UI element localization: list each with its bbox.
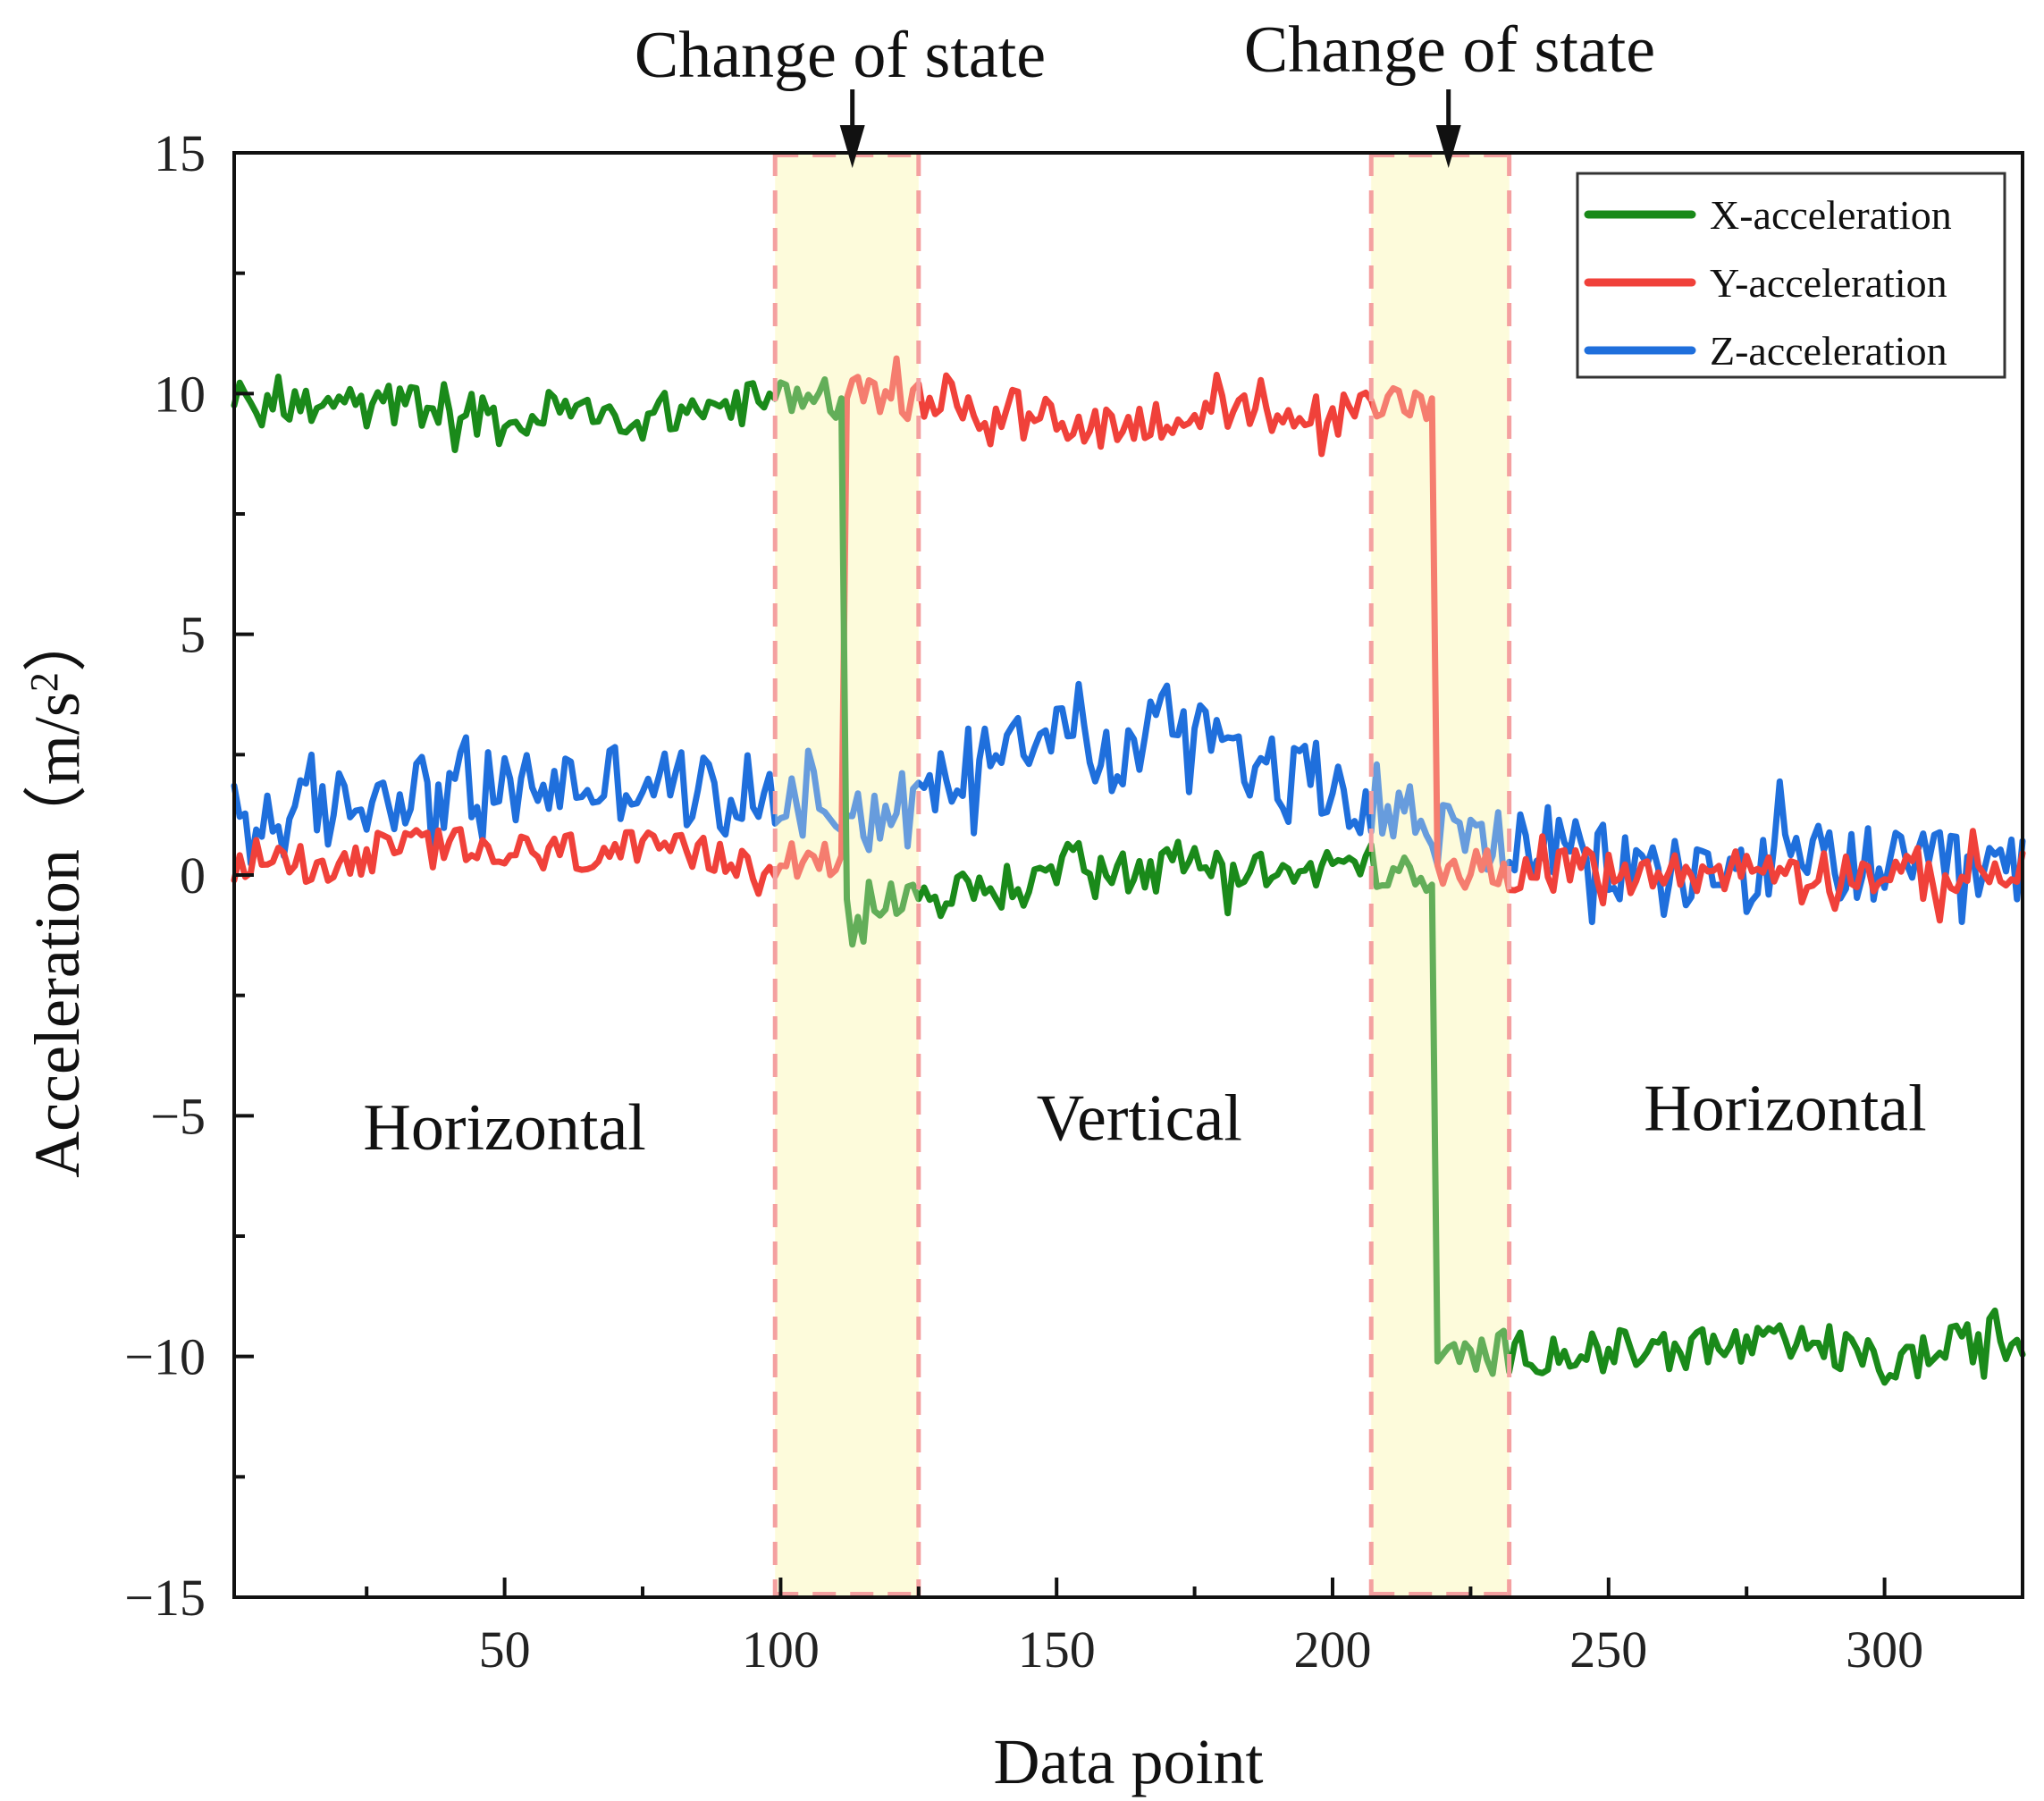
region-labels: Horizontal Vertical Horizontal bbox=[363, 1072, 1926, 1165]
annotation-arrow-head-2 bbox=[1435, 125, 1461, 168]
highlight-band-tint-2 bbox=[1371, 153, 1510, 1597]
annotation-label-1: Change of state bbox=[635, 19, 1046, 92]
region-label-1: Horizontal bbox=[363, 1091, 645, 1165]
x-tick-label: 300 bbox=[1846, 1620, 1923, 1679]
series-line-y-acceleration bbox=[231, 355, 2026, 924]
annotation-label-2: Change of state bbox=[1244, 13, 1655, 87]
x-tick-label: 50 bbox=[479, 1620, 531, 1679]
x-tick-label: 100 bbox=[742, 1620, 820, 1679]
annotations: Change of state Change of state bbox=[635, 13, 1655, 168]
highlight-band-overlays bbox=[772, 153, 1512, 1597]
annotation-arrow-head-1 bbox=[839, 125, 865, 168]
y-tick-label: −5 bbox=[150, 1087, 206, 1145]
legend-box bbox=[1576, 172, 2006, 379]
legend-label-1: X-acceleration bbox=[1710, 192, 1952, 238]
series-lines bbox=[231, 355, 2026, 1386]
x-tick-label: 200 bbox=[1294, 1620, 1372, 1679]
y-axis-title: Acceleration（m/s2） bbox=[21, 608, 93, 1178]
axis-ticks: 50 100 150 200 250 300 −15 −10 −5 0 5 10 15 bbox=[124, 124, 1923, 1679]
legend: X-acceleration Y-acceleration Z-accelerati… bbox=[1576, 172, 2006, 379]
region-label-2: Vertical bbox=[1037, 1081, 1242, 1155]
y-tick-label: 10 bbox=[154, 365, 206, 423]
x-axis-title: Data point bbox=[994, 1726, 1264, 1797]
y-axis-title-main: Acceleration（m/s bbox=[21, 692, 93, 1178]
legend-label-2: Y-acceleration bbox=[1710, 260, 1947, 306]
legend-label-3: Z-acceleration bbox=[1710, 328, 1947, 374]
y-tick-label: −10 bbox=[124, 1328, 206, 1386]
x-tick-label: 150 bbox=[1018, 1620, 1096, 1679]
y-axis-title-close: ） bbox=[21, 608, 93, 672]
y-axis-title-superscript: 2 bbox=[22, 672, 66, 692]
y-tick-label: −15 bbox=[124, 1569, 206, 1627]
y-tick-label: 15 bbox=[154, 124, 206, 182]
y-tick-label: 0 bbox=[180, 846, 206, 905]
series-line-x-acceleration bbox=[231, 374, 2026, 1386]
region-label-3: Horizontal bbox=[1644, 1072, 1926, 1145]
y-tick-label: 5 bbox=[180, 606, 206, 664]
x-tick-label: 250 bbox=[1569, 1620, 1647, 1679]
highlight-band-tint-1 bbox=[775, 153, 919, 1597]
